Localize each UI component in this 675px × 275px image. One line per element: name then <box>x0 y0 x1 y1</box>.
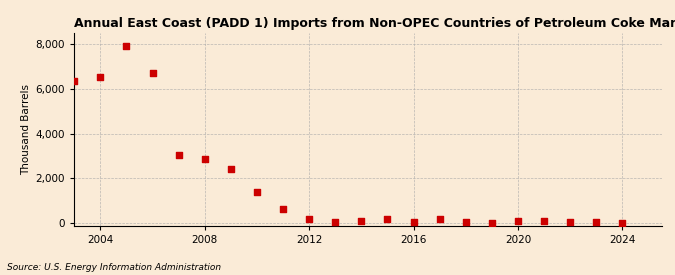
Point <box>173 153 184 157</box>
Point <box>487 220 497 225</box>
Point <box>69 79 80 83</box>
Point <box>356 219 367 224</box>
Point <box>617 220 628 225</box>
Point <box>304 217 315 221</box>
Point <box>434 217 445 221</box>
Point <box>512 219 523 224</box>
Point <box>225 167 236 171</box>
Text: Source: U.S. Energy Information Administration: Source: U.S. Energy Information Administ… <box>7 263 221 272</box>
Point <box>565 220 576 224</box>
Point <box>408 220 419 224</box>
Point <box>277 207 288 211</box>
Y-axis label: Thousand Barrels: Thousand Barrels <box>22 84 32 175</box>
Point <box>591 220 601 225</box>
Point <box>147 71 158 76</box>
Point <box>95 75 106 79</box>
Point <box>121 44 132 49</box>
Point <box>330 220 341 225</box>
Point <box>382 217 393 221</box>
Point <box>199 157 210 161</box>
Point <box>539 219 549 224</box>
Point <box>252 190 263 195</box>
Text: Annual East Coast (PADD 1) Imports from Non-OPEC Countries of Petroleum Coke Mar: Annual East Coast (PADD 1) Imports from … <box>74 17 675 31</box>
Point <box>460 220 471 224</box>
